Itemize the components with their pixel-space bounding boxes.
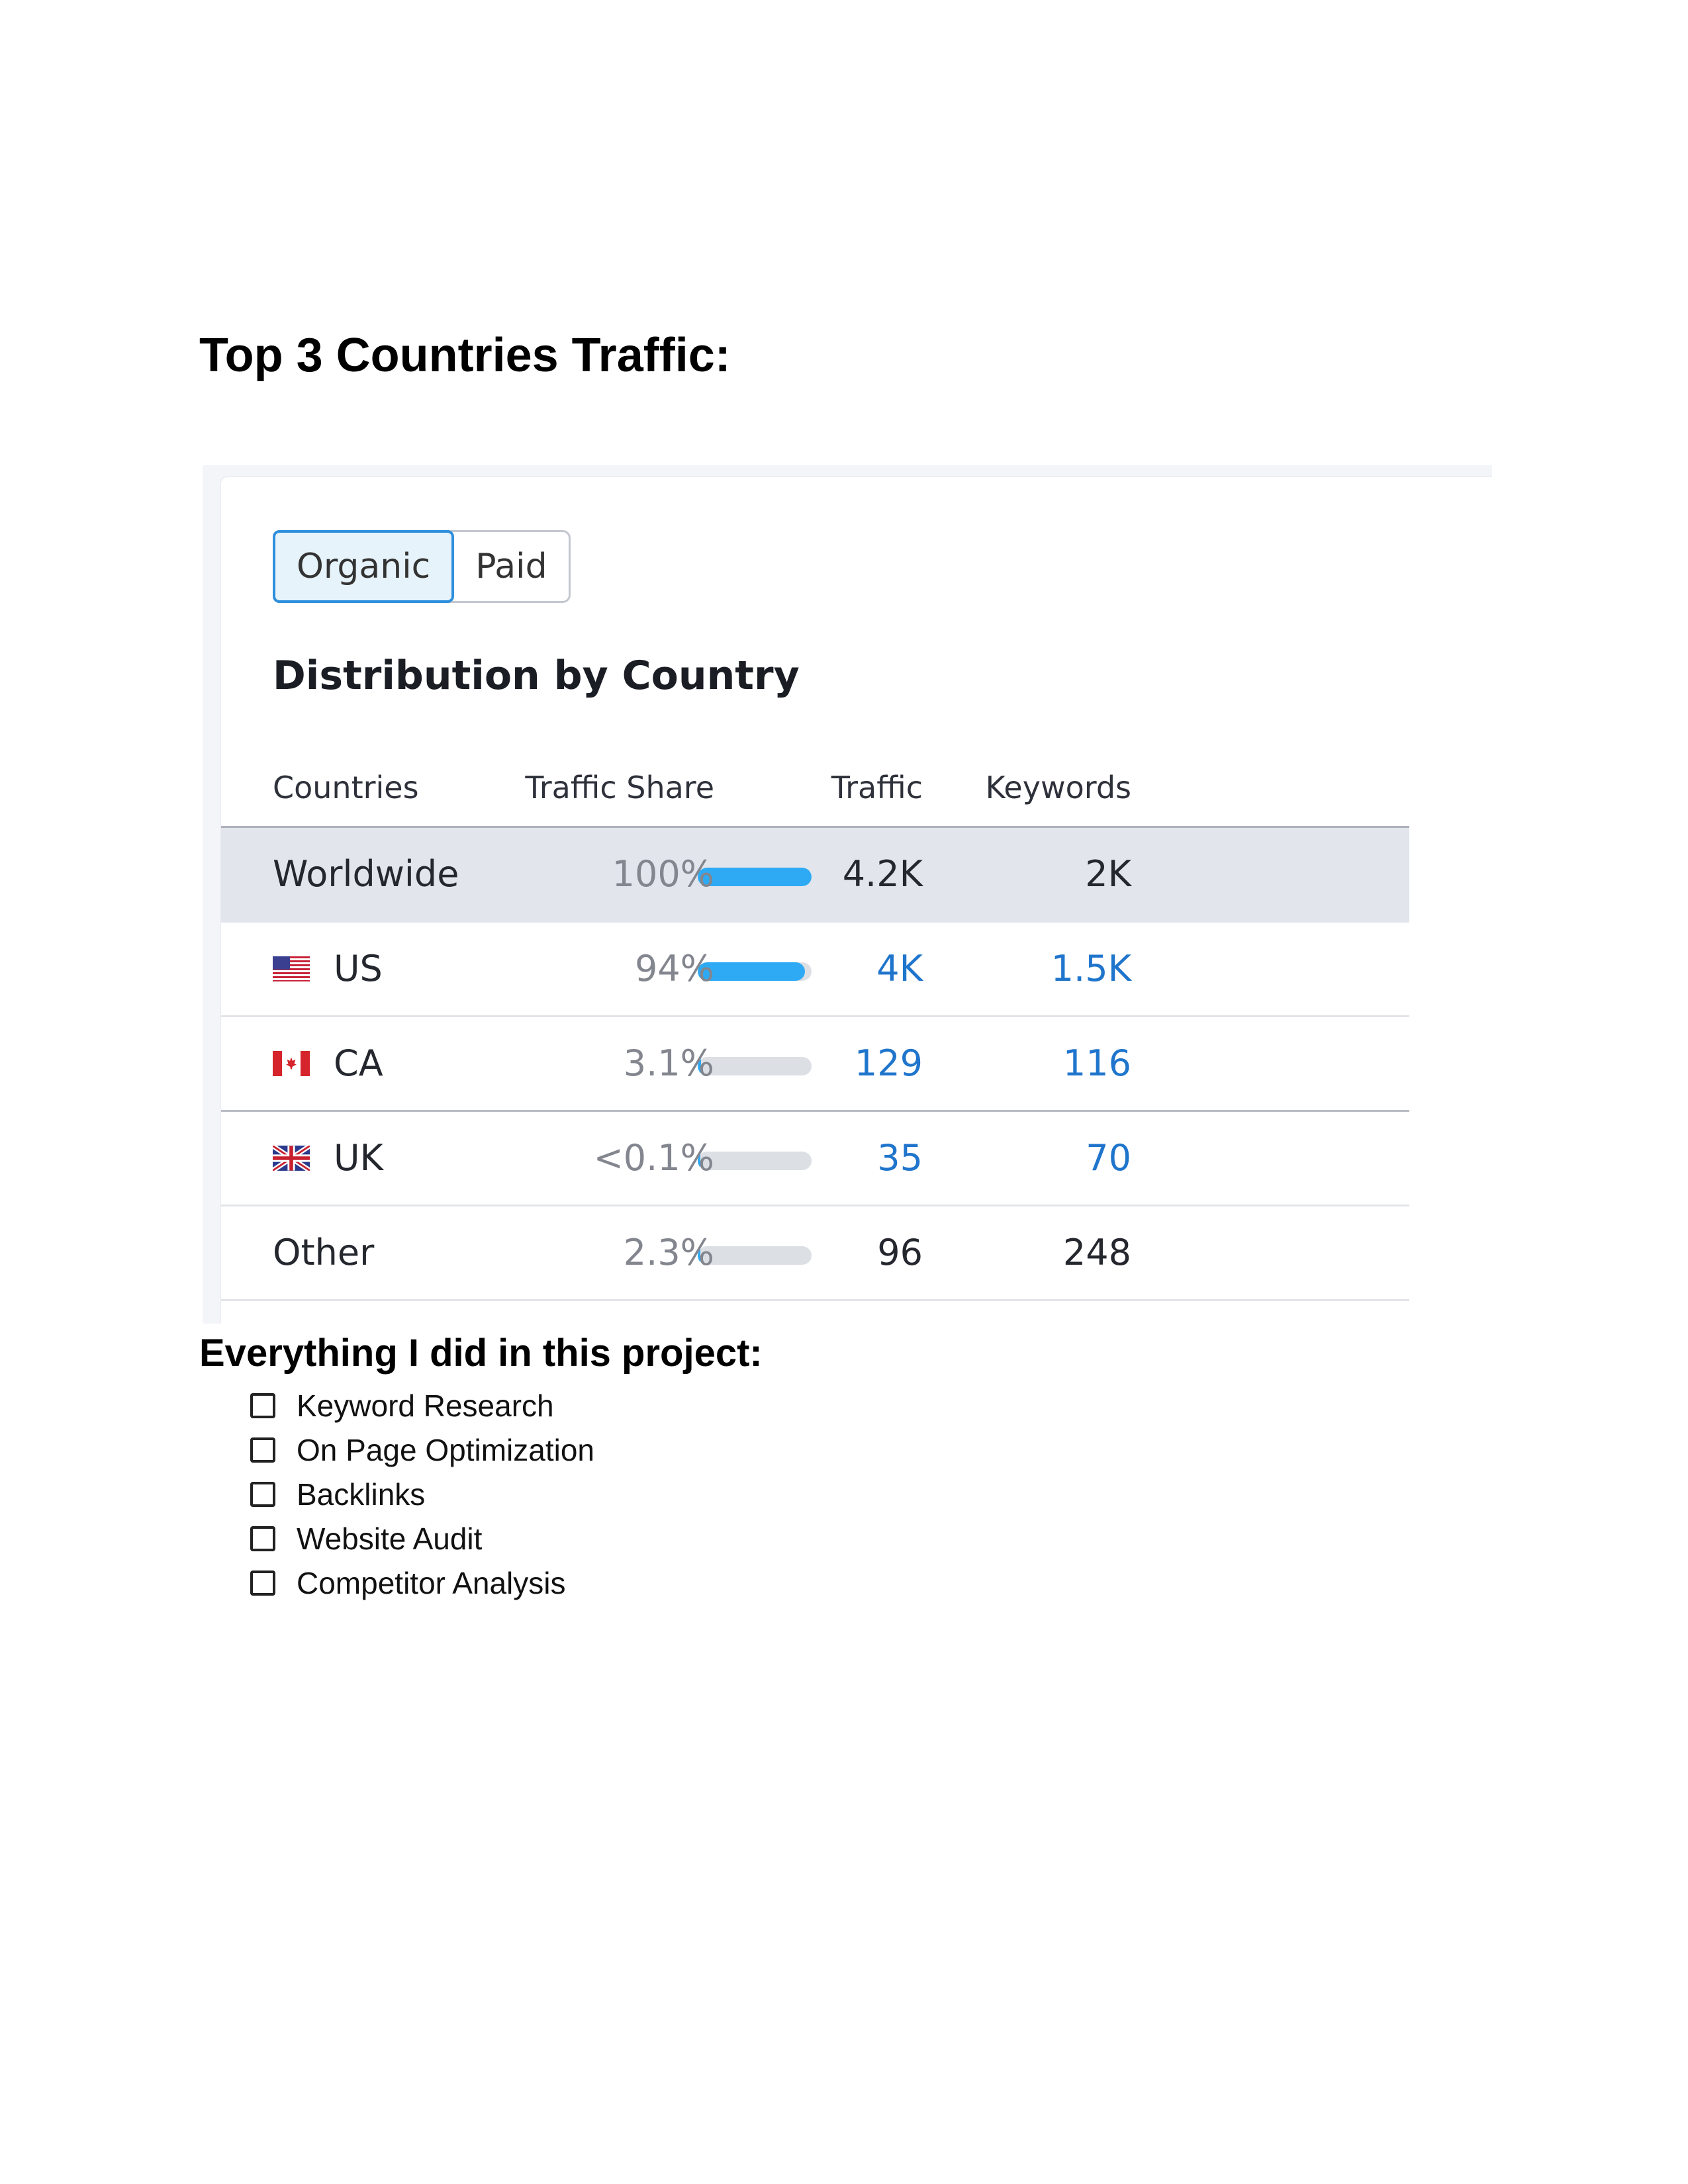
- traffic-column-header: Traffic: [831, 770, 923, 805]
- country-cell: CA: [273, 1042, 383, 1084]
- table-row-other: Other 2.3% 96 248: [221, 1206, 1409, 1301]
- country-cell: Other: [273, 1232, 374, 1273]
- checklist-item: On Page Optimization: [250, 1428, 594, 1472]
- keywords-link[interactable]: 116: [1062, 1042, 1131, 1084]
- share-bar: [698, 1152, 812, 1170]
- share-bar: [698, 1057, 812, 1075]
- country-name: Other: [273, 1232, 375, 1273]
- share-bar: [698, 962, 812, 981]
- checkbox[interactable]: [250, 1392, 275, 1418]
- checkbox[interactable]: [250, 1525, 275, 1551]
- keywords-link[interactable]: 70: [1086, 1137, 1131, 1179]
- share-bar-fill: [698, 962, 805, 981]
- share-bar: [698, 868, 812, 886]
- checklist-item-label: Competitor Analysis: [297, 1565, 566, 1600]
- organic-tab[interactable]: Organic: [273, 530, 455, 603]
- country-name: CA: [334, 1042, 383, 1084]
- checkbox[interactable]: [250, 1437, 275, 1463]
- keywords-value: 2K: [1085, 853, 1131, 895]
- uk-flag-icon: [273, 1145, 310, 1171]
- task-checklist: Keyword Research On Page Optimization Ba…: [250, 1383, 594, 1605]
- keywords-column-header: Keywords: [985, 770, 1131, 805]
- traffic-link[interactable]: 129: [854, 1042, 923, 1084]
- checklist-item: Keyword Research: [250, 1383, 594, 1428]
- traffic-type-toggle: Organic Paid: [273, 530, 571, 603]
- checklist-item-label: Backlinks: [297, 1477, 426, 1512]
- share-bar: [698, 1246, 812, 1265]
- us-flag-icon: [273, 956, 310, 981]
- country-cell: UK: [273, 1137, 383, 1179]
- share-bar-fill: [698, 1246, 701, 1265]
- table-row-uk: UK <0.1% 35 70: [221, 1112, 1409, 1206]
- share-value: <0.1%: [593, 1137, 714, 1179]
- traffic-value: 96: [877, 1232, 923, 1273]
- checklist-item-label: Website Audit: [297, 1521, 483, 1556]
- country-table: Countries Traffic Share Traffic Keywords…: [221, 755, 1409, 1301]
- table-header: Countries Traffic Share Traffic Keywords: [221, 755, 1409, 828]
- table-row-us: US 94% 4K 1.5K: [221, 923, 1409, 1017]
- share-bar-fill: [698, 1152, 701, 1170]
- checklist-item-label: Keyword Research: [297, 1388, 554, 1423]
- distribution-card: Organic Paid Distribution by Country Cou…: [221, 477, 1492, 1324]
- share-value: 94%: [634, 948, 714, 989]
- traffic-share-column-header: Traffic Share: [525, 770, 714, 805]
- traffic-link[interactable]: 35: [877, 1137, 923, 1179]
- traffic-screenshot: Organic Paid Distribution by Country Cou…: [203, 465, 1492, 1324]
- country-name: US: [334, 948, 383, 989]
- traffic-value: 4.2K: [842, 853, 923, 895]
- share-bar-fill: [698, 868, 812, 886]
- countries-column-header: Countries: [273, 770, 419, 805]
- checklist-item: Website Audit: [250, 1516, 594, 1561]
- canada-flag-icon: [273, 1050, 310, 1076]
- country-name: Worldwide: [273, 853, 459, 895]
- share-bar-fill: [698, 1057, 702, 1075]
- checklist-item-label: On Page Optimization: [297, 1432, 595, 1467]
- checklist-heading: Everything I did in this project:: [199, 1332, 763, 1375]
- keywords-link[interactable]: 1.5K: [1051, 948, 1131, 989]
- share-value: 3.1%: [623, 1042, 714, 1084]
- checkbox[interactable]: [250, 1570, 275, 1596]
- country-cell: Worldwide: [273, 853, 459, 895]
- checklist-item: Backlinks: [250, 1472, 594, 1516]
- document-title: Top 3 Countries Traffic:: [199, 329, 731, 382]
- paid-tab[interactable]: Paid: [475, 547, 547, 586]
- section-title: Distribution by Country: [273, 653, 800, 699]
- table-row-worldwide: Worldwide 100% 4.2K 2K: [221, 828, 1409, 923]
- share-value: 100%: [612, 853, 714, 895]
- share-value: 2.3%: [623, 1232, 714, 1273]
- keywords-value: 248: [1062, 1232, 1131, 1273]
- country-name: UK: [334, 1137, 383, 1179]
- country-cell: US: [273, 948, 383, 989]
- traffic-link[interactable]: 4K: [876, 948, 923, 989]
- table-row-ca: CA 3.1% 129 116: [221, 1017, 1409, 1112]
- checkbox[interactable]: [250, 1481, 275, 1507]
- checklist-item: Competitor Analysis: [250, 1561, 594, 1605]
